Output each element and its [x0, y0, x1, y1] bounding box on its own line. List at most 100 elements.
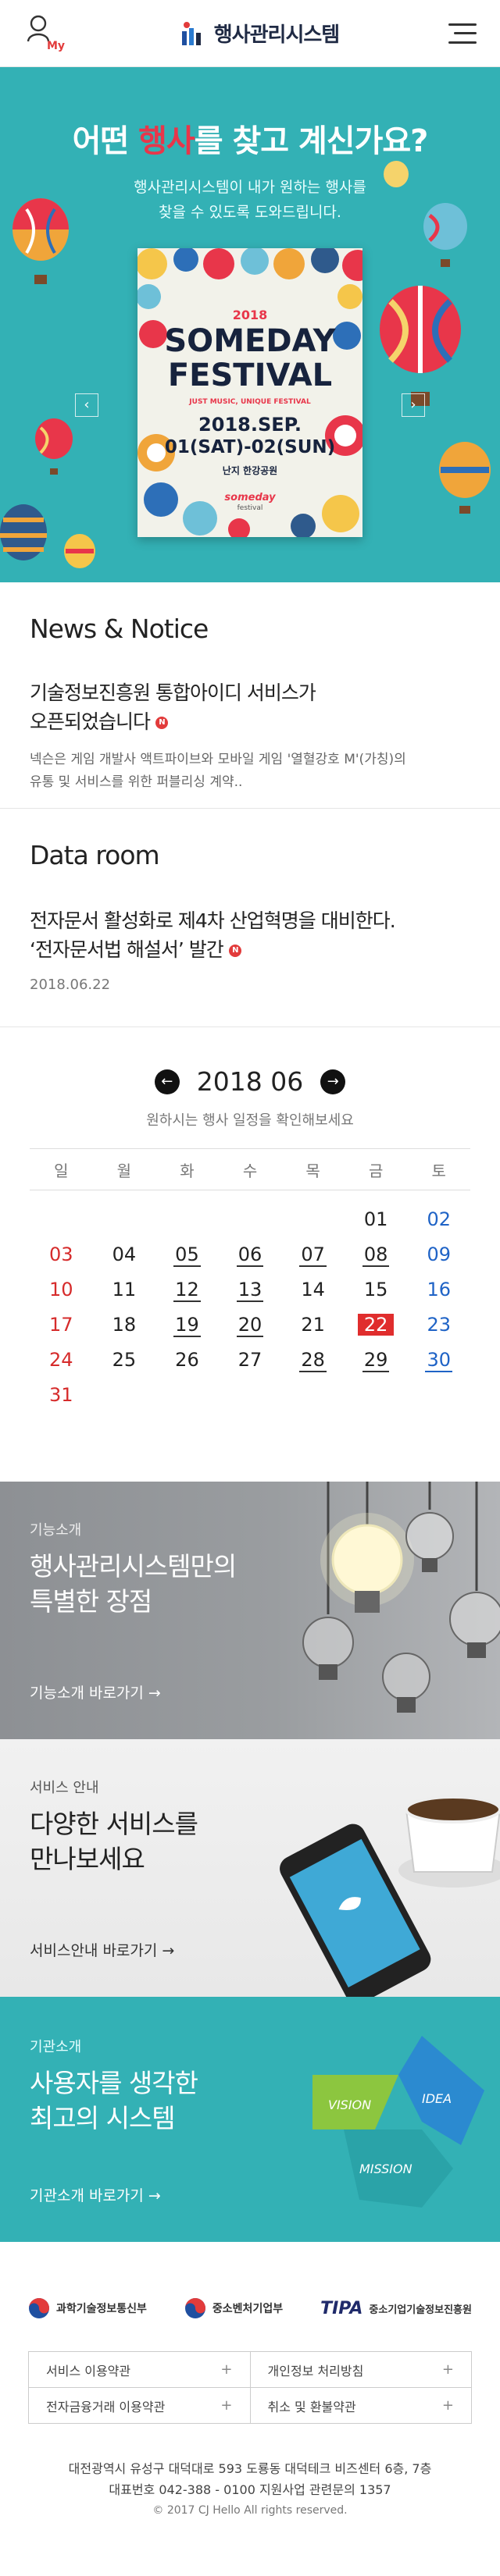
calendar-prev-button[interactable]: ← [154, 1069, 180, 1094]
feature-banner[interactable]: 기능소개 행사관리시스템만의 특별한 장점 기능소개 바로가기 → [0, 1482, 500, 1739]
calendar-day[interactable]: 24 [49, 1348, 73, 1371]
vision-text: VISION [328, 2097, 371, 2112]
calendar-day[interactable]: 01 [363, 1208, 388, 1230]
calendar-month: 2018 06 [196, 1066, 304, 1097]
logo-text: 행사관리시스템 [213, 23, 340, 47]
hero-prev-button[interactable]: ‹ [75, 393, 98, 417]
calendar-day[interactable]: 12 [173, 1278, 201, 1302]
calendar-header: ← 2018 06 → [0, 1066, 500, 1097]
coffee-cup-icon [398, 1795, 500, 1888]
hero-next-button[interactable]: › [402, 393, 425, 417]
org-banner[interactable]: VISION IDEA MISSION 기관소개 사용자를 생각한 최고의 시스… [0, 1997, 500, 2242]
service-banner[interactable]: 서비스 안내 다양한 서비스를 만나보세요 서비스안내 바로가기 → [0, 1739, 500, 1997]
calendar-week-row: 24 25 26 27 28 29 30 [30, 1342, 470, 1377]
calendar-day[interactable]: 23 [427, 1313, 452, 1336]
poster-pattern [138, 248, 362, 537]
footer-logo-mss[interactable]: 중소벤처기업부 [184, 2297, 283, 2319]
menu-bar [454, 32, 477, 34]
calendar-day[interactable]: 17 [49, 1313, 73, 1336]
news-article[interactable]: 기술정보진흥원 통합아이디 서비스가 오픈되었습니다 N 넥슨은 게임 개발사 … [30, 678, 470, 794]
event-poster[interactable]: 2018 SOMEDAY FESTIVAL JUST MUSIC, UNIQUE… [138, 248, 362, 537]
terms-link[interactable]: 취소 및 환불약관 + [250, 2388, 472, 2424]
my-page-button[interactable]: My [23, 10, 70, 57]
calendar-weekday: 월 [116, 1161, 132, 1180]
taegeuk-icon [184, 2298, 205, 2318]
calendar-day[interactable]: 04 [112, 1243, 137, 1265]
site-logo[interactable]: 행사관리시스템 [180, 19, 340, 48]
terms-row: 서비스 이용약관 + 개인정보 처리방침 + [29, 2352, 472, 2388]
feature-title: 행사관리시스템만의 특별한 장점 [30, 1551, 237, 1617]
calendar-day[interactable]: 06 [236, 1243, 264, 1267]
calendar-day[interactable]: 14 [301, 1278, 325, 1300]
news-section: News & Notice 기술정보진흥원 통합아이디 서비스가 오픈되었습니다… [0, 582, 500, 809]
new-badge: N [228, 945, 241, 957]
poster-date-1: 2018.SEP. [198, 414, 302, 436]
hot-air-balloon-icon [380, 286, 461, 406]
calendar-day[interactable]: 05 [173, 1243, 201, 1267]
hot-air-balloon-icon [64, 534, 95, 568]
menu-bar [448, 41, 477, 44]
poster-year: 2018 [232, 308, 268, 322]
calendar-next-button[interactable]: → [320, 1069, 346, 1094]
org-title: 사용자를 생각한 최고의 시스템 [30, 2068, 198, 2133]
calendar-day[interactable]: 26 [175, 1348, 199, 1371]
calendar-weekday: 수 [242, 1161, 258, 1180]
calendar-day[interactable]: 29 [362, 1348, 390, 1372]
calendar-day[interactable]: 28 [299, 1348, 327, 1372]
footer: 과학기술정보통신부 중소벤처기업부 TIPA 중소기업기술정보진흥원 서비스 이… [0, 2242, 500, 2521]
calendar-day[interactable]: 22 [345, 1313, 408, 1336]
terms-link[interactable]: 전자금융거래 이용약관 + [29, 2388, 251, 2424]
plus-icon: + [441, 2361, 454, 2378]
org-label: 기관소개 [30, 2039, 82, 2055]
calendar-day[interactable]: 25 [112, 1348, 137, 1371]
calendar-day[interactable]: 11 [112, 1278, 137, 1300]
calendar-day[interactable]: 21 [301, 1313, 325, 1336]
terms-label: 개인정보 처리방침 [267, 2363, 364, 2379]
feature-link[interactable]: 기능소개 바로가기 → [30, 1685, 161, 1702]
calendar-day[interactable]: 30 [425, 1348, 453, 1372]
idea-text: IDEA [422, 2091, 452, 2106]
footer-logo-msit[interactable]: 과학기술정보통신부 [28, 2297, 147, 2319]
calendar-day[interactable]: 15 [363, 1278, 388, 1300]
calendar-day[interactable]: 27 [238, 1348, 262, 1371]
terms-row: 전자금융거래 이용약관 + 취소 및 환불약관 + [29, 2388, 472, 2424]
calendar-day[interactable]: 16 [427, 1278, 452, 1300]
calendar-day[interactable]: 02 [427, 1208, 452, 1230]
terms-link[interactable]: 개인정보 처리방침 + [250, 2352, 472, 2388]
hot-air-balloon-icon [0, 504, 47, 560]
my-label: My [47, 39, 66, 52]
dataroom-article-title: 전자문서 활성화로 제4차 산업혁명을 대비한다. ‘전자문서법 해설서’ 발간… [30, 909, 396, 961]
calendar-day[interactable]: 08 [362, 1243, 390, 1267]
service-title: 다양한 서비스를 만나보세요 [30, 1809, 198, 1874]
calendar-day[interactable]: 03 [49, 1243, 73, 1265]
hot-air-balloon-icon [423, 203, 467, 267]
org-link[interactable]: 기관소개 바로가기 → [30, 2187, 161, 2204]
poster-brand: someday [224, 492, 276, 503]
calendar-day[interactable]: 19 [173, 1313, 201, 1337]
calendar-day[interactable]: 07 [299, 1243, 327, 1267]
footer-logo-tipa[interactable]: TIPA 중소기업기술정보진흥원 [320, 2298, 472, 2318]
calendar-weekday: 화 [180, 1161, 195, 1180]
footer-phone: 대표번호 042-388 - 0100 지원사업 관련문의 1357 [109, 2482, 391, 2497]
calendar-day[interactable]: 20 [236, 1313, 264, 1337]
terms-label: 전자금융거래 이용약관 [46, 2399, 166, 2414]
footer-info: 대전광역시 유성구 대덕대로 593 도룡동 대덕테크 비즈센터 6층, 7층 … [0, 2458, 500, 2521]
calendar-day[interactable]: 09 [427, 1243, 452, 1265]
terms-link[interactable]: 서비스 이용약관 + [29, 2352, 251, 2388]
calendar-day[interactable]: 13 [236, 1278, 264, 1302]
calendar-day[interactable]: 31 [49, 1383, 73, 1406]
lightbulb-icon [302, 1482, 500, 1713]
menu-button[interactable] [448, 23, 477, 44]
plus-icon: + [441, 2397, 454, 2414]
poster-date-2: 01(SAT)-02(SUN) [164, 437, 336, 457]
service-link[interactable]: 서비스안내 바로가기 → [30, 1942, 175, 1959]
dataroom-article[interactable]: 전자문서 활성화로 제4차 산업혁명을 대비한다. ‘전자문서법 해설서’ 발간… [30, 906, 470, 993]
calendar-week-row: 31 [30, 1377, 470, 1412]
terms-label: 서비스 이용약관 [46, 2363, 131, 2379]
calendar-day[interactable]: 18 [112, 1313, 137, 1336]
hero-subtitle: 행사관리시스템이 내가 원하는 행사를 찾을 수 있도록 도와드립니다. [134, 179, 366, 221]
poster-tagline: JUST MUSIC, UNIQUE FESTIVAL [189, 398, 311, 406]
calendar-day[interactable]: 10 [49, 1278, 73, 1300]
